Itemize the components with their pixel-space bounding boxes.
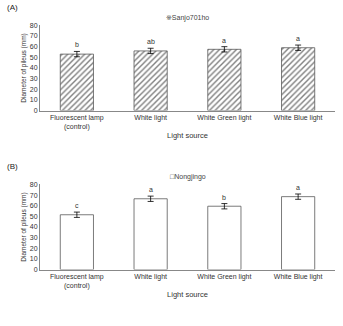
svg-text:80: 80 <box>30 22 38 29</box>
svg-text:0: 0 <box>34 107 38 114</box>
svg-text:a: a <box>222 37 226 44</box>
svg-text:White light: White light <box>134 114 167 122</box>
svg-text:50: 50 <box>30 54 38 61</box>
svg-text:0: 0 <box>34 266 38 273</box>
svg-text:10: 10 <box>30 96 38 103</box>
svg-text:a: a <box>296 35 300 42</box>
svg-text:80: 80 <box>30 181 38 188</box>
svg-text:30: 30 <box>30 234 38 241</box>
svg-text:White Green light: White Green light <box>197 273 251 281</box>
svg-text:ab: ab <box>147 38 155 45</box>
svg-text:(A): (A) <box>7 3 18 12</box>
svg-text:Diameter of pileus (mm): Diameter of pileus (mm) <box>20 192 28 261</box>
svg-text:Diameter of pileus (mm): Diameter of pileus (mm) <box>20 33 28 102</box>
svg-text:70: 70 <box>30 32 38 39</box>
svg-text:30: 30 <box>30 75 38 82</box>
svg-text:Fluorescent lamp(control): Fluorescent lamp(control) <box>50 273 104 290</box>
svg-text:Light source: Light source <box>167 290 208 299</box>
svg-text:White light: White light <box>134 273 167 281</box>
svg-text:※Sanjo701ho: ※Sanjo701ho <box>166 14 209 22</box>
svg-text:60: 60 <box>30 43 38 50</box>
svg-text:□Nongjingo: □Nongjingo <box>170 173 206 181</box>
svg-text:White Blue light: White Blue light <box>274 114 323 122</box>
svg-text:Light source: Light source <box>167 131 208 140</box>
svg-text:40: 40 <box>30 64 38 71</box>
svg-text:b: b <box>222 194 226 201</box>
svg-text:White Green light: White Green light <box>197 114 251 122</box>
svg-text:40: 40 <box>30 223 38 230</box>
svg-text:10: 10 <box>30 255 38 262</box>
svg-text:b: b <box>75 41 79 48</box>
svg-text:c: c <box>75 202 79 209</box>
svg-text:50: 50 <box>30 213 38 220</box>
svg-text:a: a <box>296 184 300 191</box>
svg-text:Fluorescent lamp(control): Fluorescent lamp(control) <box>50 114 104 131</box>
svg-text:70: 70 <box>30 192 38 199</box>
svg-text:20: 20 <box>30 86 38 93</box>
svg-text:a: a <box>149 186 153 193</box>
svg-text:60: 60 <box>30 202 38 209</box>
svg-text:(B): (B) <box>7 162 18 171</box>
svg-text:20: 20 <box>30 245 38 252</box>
svg-text:White Blue light: White Blue light <box>274 273 323 281</box>
